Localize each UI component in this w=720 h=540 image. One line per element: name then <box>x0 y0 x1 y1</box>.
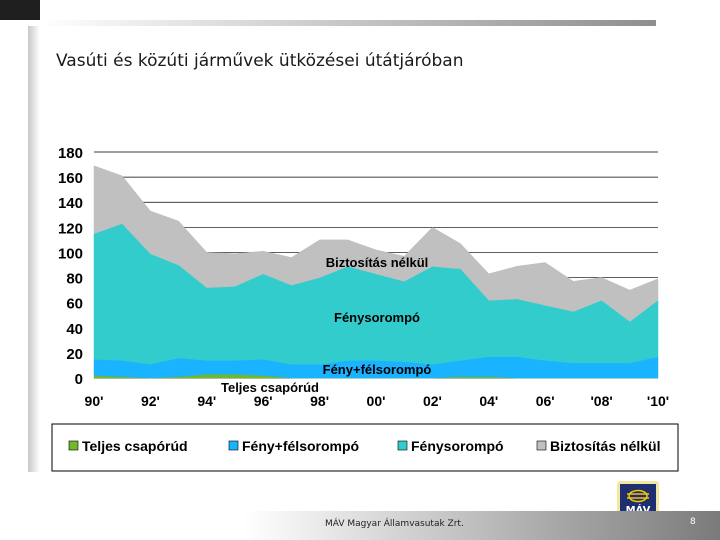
y-tick-label: 120 <box>58 220 83 237</box>
legend-label: Fény+félsorompó <box>242 438 359 454</box>
stacked-area-chart: 0 20 40 60 80 100 120 140 160 180 90' 92' 94' 96' 98'… <box>51 145 679 472</box>
x-tick-label: 98' <box>310 393 329 409</box>
legend-label: Teljes csapórúd <box>82 438 188 454</box>
area-layer <box>93 165 659 379</box>
page-number: 8 <box>690 517 696 527</box>
footer-company: MÁV Magyar Államvasutak Zrt. <box>325 519 464 529</box>
legend-label: Biztosítás nélkül <box>550 438 660 454</box>
x-tick-label: 00' <box>367 393 386 409</box>
annotation-layer: Biztosítás nélkül Fénysorompó Fény+félsoro… <box>221 255 431 395</box>
series-annotation: Biztosítás nélkül <box>326 255 429 270</box>
y-tick-label: 40 <box>66 321 83 338</box>
y-tick-label: 140 <box>58 195 83 212</box>
x-tick-labels: 90' 92' 94' 96' 98' 00' 02' 04' 06' '08' '10' <box>85 393 670 409</box>
y-tick-label: 160 <box>58 170 83 187</box>
x-tick-label: 90' <box>85 393 104 409</box>
x-tick-label: 94' <box>197 393 216 409</box>
series-annotation: Fénysorompó <box>334 310 420 325</box>
x-tick-label: '08' <box>590 393 612 409</box>
y-tick-label: 0 <box>75 371 83 388</box>
x-tick-label: '10' <box>647 393 669 409</box>
y-tick-label: 20 <box>66 346 83 363</box>
footer-bar <box>40 511 720 540</box>
y-tick-labels: 0 20 40 60 80 100 120 140 160 180 <box>58 145 83 388</box>
y-tick-label: 60 <box>66 296 83 313</box>
legend-label: Fénysorompó <box>411 438 504 454</box>
logo-mark-icon <box>627 489 649 503</box>
x-tick-label: 06' <box>536 393 555 409</box>
left-gradient-bar <box>28 26 40 472</box>
legend: Teljes csapórúd Fény+félsorompó Fénysoromp… <box>51 423 679 472</box>
x-tick-label: 04' <box>479 393 498 409</box>
legend-box <box>51 423 679 472</box>
y-tick-label: 80 <box>66 271 83 288</box>
legend-swatch <box>397 440 408 451</box>
y-tick-label: 180 <box>58 145 83 162</box>
x-tick-label: 92' <box>141 393 160 409</box>
legend-swatch <box>68 440 79 451</box>
y-tick-label: 100 <box>58 245 83 262</box>
series-annotation: Fény+félsorompó <box>323 362 432 377</box>
header-rule <box>40 20 656 26</box>
series-annotation: Teljes csapórúd <box>221 380 319 395</box>
chart-container: 0 20 40 60 80 100 120 140 160 180 90' 92' 94' 96' 98'… <box>44 119 680 473</box>
x-tick-label: 02' <box>423 393 442 409</box>
x-tick-label: 96' <box>254 393 273 409</box>
corner-decoration <box>0 0 40 20</box>
legend-swatch <box>536 440 547 451</box>
logo-text: MÁV <box>620 505 656 516</box>
legend-swatch <box>228 440 239 451</box>
slide-title: Vasúti és közúti járművek ütközései útát… <box>56 51 464 71</box>
area-biztos-t-s-n-lk-l <box>93 165 659 322</box>
